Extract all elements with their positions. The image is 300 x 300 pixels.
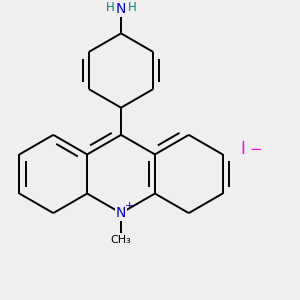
Text: N: N <box>116 2 126 16</box>
Text: H: H <box>128 1 136 14</box>
Text: H: H <box>106 1 114 14</box>
Text: CH₃: CH₃ <box>111 235 131 245</box>
Text: +: + <box>124 201 134 211</box>
Text: −: − <box>249 142 262 157</box>
Text: I: I <box>240 140 245 158</box>
Text: N: N <box>116 206 126 220</box>
